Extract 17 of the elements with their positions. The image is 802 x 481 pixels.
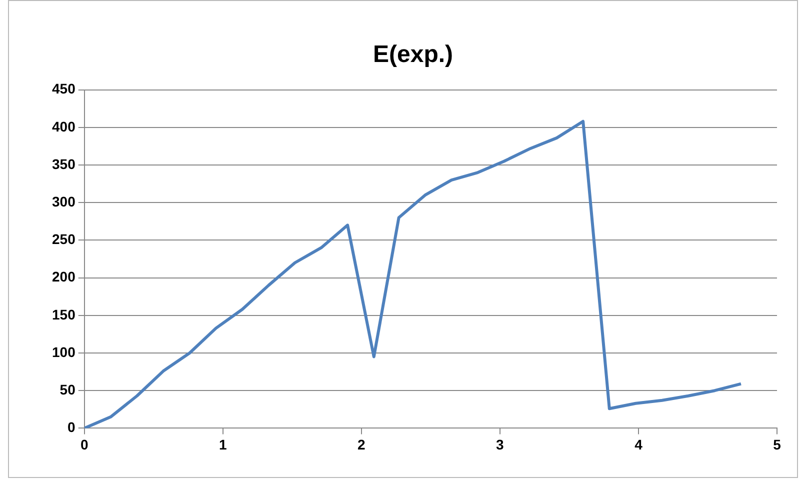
y-tick-label: 300: [52, 193, 76, 210]
y-tick-label: 450: [52, 80, 76, 97]
x-tick-label: 4: [634, 436, 643, 452]
y-tick-label: 200: [52, 268, 76, 285]
chart-title: E(exp.): [372, 41, 454, 68]
x-tick-label: 3: [496, 436, 504, 452]
x-tick-label: 1: [218, 436, 227, 452]
x-tick-label: 5: [773, 436, 782, 452]
y-tick-label: 350: [52, 156, 76, 172]
y-tick-label: 250: [52, 231, 76, 248]
y-tick-label: 400: [52, 118, 76, 134]
x-tick-label: 2: [358, 436, 366, 452]
y-tick-label: 50: [60, 381, 76, 398]
y-tick-label: 100: [52, 344, 76, 360]
y-tick-label: 0: [68, 419, 76, 436]
x-tick-label: 0: [80, 436, 88, 452]
y-tick-label: 150: [52, 306, 76, 322]
